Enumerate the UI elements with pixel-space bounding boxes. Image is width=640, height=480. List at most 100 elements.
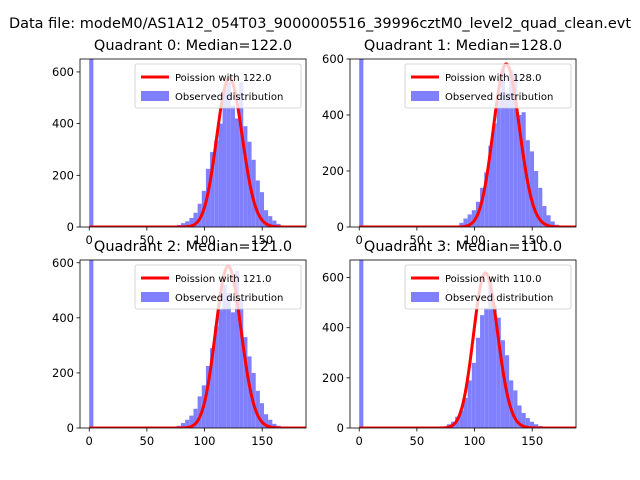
histogram-bar <box>230 105 235 227</box>
histogram-bar <box>272 423 277 428</box>
histogram-bar <box>509 380 514 428</box>
histogram-bar <box>218 309 223 428</box>
panel-title: Quadrant 0: Median=122.0 <box>94 38 292 54</box>
x-tick-label: 50 <box>140 233 155 247</box>
histogram-bar <box>525 417 530 428</box>
y-tick-label: 400 <box>322 108 344 122</box>
histogram-bar <box>193 408 198 428</box>
chart-panel-3: 0 50 100 150 0 200 400 600 Quadrant 3: Median=11… <box>322 239 577 448</box>
histogram-bar <box>529 151 535 227</box>
histogram-bar <box>492 305 497 428</box>
histogram-bar <box>500 340 505 428</box>
legend-observed-swatch <box>141 292 169 302</box>
histogram-bar <box>251 159 256 227</box>
y-tick-label: 0 <box>337 220 344 234</box>
histogram-bar <box>214 326 219 428</box>
plot-area <box>358 260 576 428</box>
histogram-bar <box>500 68 505 227</box>
x-tick-label: 100 <box>464 434 486 448</box>
histogram-bar <box>268 216 273 227</box>
histogram-bar <box>459 410 464 428</box>
histogram-bar <box>255 390 260 428</box>
histogram-bar <box>234 271 240 428</box>
axes-frame <box>349 259 577 429</box>
axes-frame <box>349 58 577 228</box>
histogram-bar <box>243 126 248 227</box>
histogram-bar <box>89 59 94 227</box>
histogram-bar <box>492 123 497 227</box>
histogram-bar <box>222 284 227 428</box>
poisson-curve <box>88 264 306 428</box>
x-tick-label: 50 <box>410 233 425 247</box>
histogram-bar <box>463 218 468 227</box>
y-tick-label: 0 <box>67 220 74 234</box>
histogram-bar <box>181 423 186 428</box>
legend-poisson-label: Poission with 122.0 <box>175 73 271 84</box>
x-tick-label: 100 <box>194 434 216 448</box>
panel-title: Quadrant 3: Median=110.0 <box>364 239 562 255</box>
histogram-bar <box>542 206 547 227</box>
histogram-bar <box>214 140 219 227</box>
histogram-bar <box>480 315 485 428</box>
chart-panel-1: 0 50 100 150 0 200 400 600 Quadrant 1: Median=12… <box>322 38 577 247</box>
histogram-bar <box>517 115 522 227</box>
legend-observed-label: Observed distribution <box>175 92 283 103</box>
histogram-bar <box>185 221 190 227</box>
histogram-bar <box>534 171 539 227</box>
legend-observed-swatch <box>411 292 439 302</box>
x-tick-label: 0 <box>86 434 93 448</box>
histogram-bar <box>484 307 489 428</box>
histogram-bar <box>234 118 240 227</box>
panel-title: Quadrant 1: Median=128.0 <box>364 38 562 54</box>
histogram-bar <box>239 298 244 428</box>
histogram-bar <box>218 123 223 227</box>
y-tick-label: 200 <box>52 168 74 182</box>
figure-suptitle: Data file: modeM0/AS1A12_054T03_90000055… <box>9 16 631 32</box>
poisson-curve <box>358 62 576 227</box>
histogram-bar <box>463 397 468 428</box>
histogram-bar <box>243 337 248 428</box>
histogram-bar <box>513 390 518 428</box>
legend-poisson-label: Poission with 121.0 <box>175 274 271 285</box>
histogram-bar <box>513 75 518 227</box>
y-tick-label: 600 <box>322 271 344 285</box>
plot-area <box>88 59 306 227</box>
histogram-bar <box>197 203 202 227</box>
x-tick-label: 100 <box>464 233 486 247</box>
histogram-bar <box>550 221 555 227</box>
y-tick-label: 0 <box>337 421 344 435</box>
histogram-bar <box>529 421 535 428</box>
histogram-bar <box>496 101 501 227</box>
x-tick-label: 50 <box>140 434 155 448</box>
x-tick-label: 150 <box>251 434 273 448</box>
histogram-bar <box>226 82 231 227</box>
histogram-bar <box>264 210 269 227</box>
histogram-bar <box>459 222 464 227</box>
y-tick-label: 200 <box>322 371 344 385</box>
y-tick-label: 400 <box>322 321 344 335</box>
y-tick-label: 200 <box>52 366 74 380</box>
x-tick-label: 0 <box>356 434 363 448</box>
y-tick-label: 600 <box>322 52 344 66</box>
histogram-bar <box>230 312 235 428</box>
legend-observed-label: Observed distribution <box>445 293 553 304</box>
histogram-bar <box>488 145 493 227</box>
axes-frame <box>79 58 307 228</box>
legend-poisson-label: Poission with 110.0 <box>445 274 541 285</box>
chart-panel-0: 0 50 100 150 0 200 400 600 Quadrant 0: Median=12… <box>52 38 307 247</box>
histogram-bar <box>546 215 551 227</box>
x-tick-label: 150 <box>521 233 543 247</box>
histogram-bar <box>467 380 472 428</box>
histogram-bar <box>255 180 260 227</box>
histogram-bar <box>89 260 94 428</box>
histogram-bar <box>226 293 231 428</box>
axes-frame <box>79 259 307 429</box>
histogram-bar <box>264 414 269 428</box>
histogram-bar <box>239 82 244 227</box>
y-tick-label: 200 <box>322 164 344 178</box>
histogram-bar <box>259 192 265 227</box>
histogram-bar <box>359 260 364 428</box>
y-tick-label: 400 <box>52 117 74 131</box>
x-tick-label: 50 <box>410 434 425 448</box>
histogram-bar <box>210 152 215 227</box>
